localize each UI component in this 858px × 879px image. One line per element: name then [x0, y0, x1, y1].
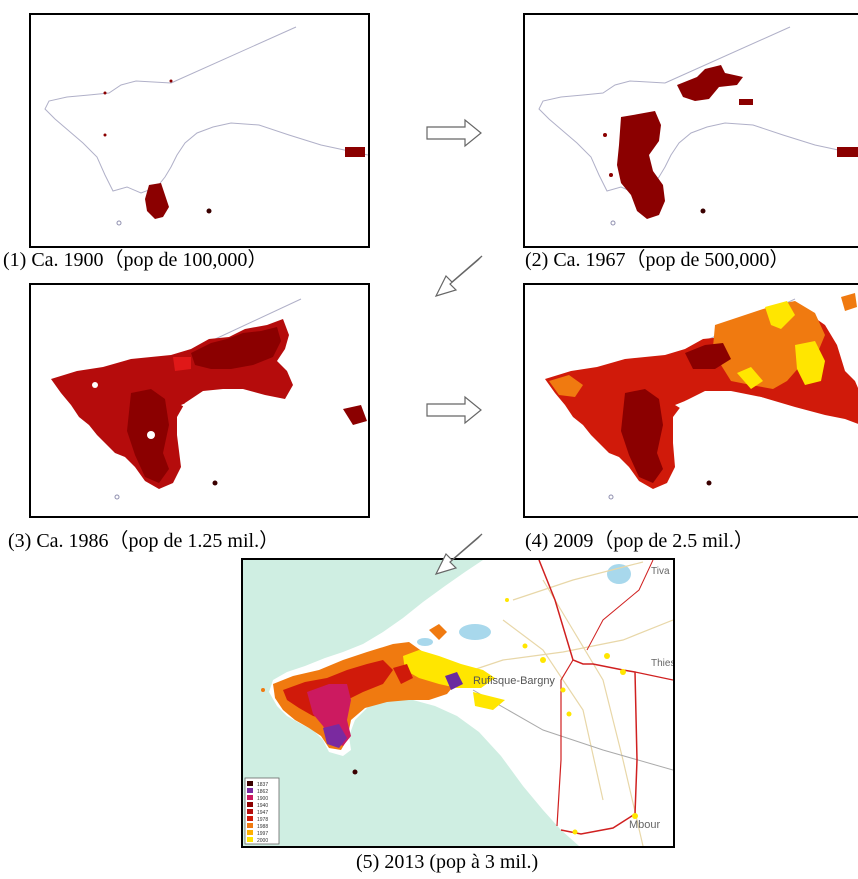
legend-label: 1947: [257, 810, 268, 816]
place-label-thies: Thies: [651, 658, 673, 669]
map-2013: Rufisque-Bargny Thies Tiva Mbour 1837186…: [243, 560, 673, 846]
legend-swatch: [247, 795, 253, 800]
map-1967: [538, 26, 858, 226]
place-label-rufisque: Rufisque-Bargny: [473, 675, 555, 687]
place-label-tiva: Tiva: [651, 566, 670, 577]
legend-swatch: [247, 823, 253, 828]
caption-panel-1: (1) Ca. 1900（pop de 100,000）: [3, 249, 268, 271]
map-panel-1967: [523, 13, 858, 248]
legend-swatch: [247, 802, 253, 807]
legend-swatch: [247, 809, 253, 814]
place-label-mbour: Mbour: [629, 819, 661, 831]
map-panel-2013: Rufisque-Bargny Thies Tiva Mbour 1837186…: [241, 558, 675, 848]
caption-panel-4: (4) 2009（pop de 2.5 mil.）: [525, 530, 754, 552]
caption-panel-5: (5) 2013 (pop à 3 mil.): [356, 851, 539, 873]
map-panel-1900: [29, 13, 370, 248]
legend-label: 1837: [257, 782, 268, 788]
legend-label: 1978: [257, 817, 268, 823]
caption-panel-2: (2) Ca. 1967（pop de 500,000）: [525, 249, 790, 271]
legend-swatch: [247, 830, 253, 835]
legend-swatch: [247, 788, 253, 793]
map-panel-2009: [523, 283, 858, 518]
arrow-down-left-icon: [434, 255, 483, 297]
legend-label: 1940: [257, 803, 268, 809]
legend-swatch: [247, 781, 253, 786]
map-2009: [545, 293, 858, 500]
map-1900: [44, 26, 368, 226]
legend-label: 1988: [257, 824, 268, 830]
caption-panel-3: (3) Ca. 1986（pop de 1.25 mil.）: [8, 530, 280, 552]
map-panel-1986: [29, 283, 370, 518]
legend-swatch: [247, 837, 253, 842]
legend-label: 1900: [257, 796, 268, 802]
arrow-right-icon: [426, 395, 482, 425]
map-1986: [51, 298, 367, 500]
legend-swatch: [247, 816, 253, 821]
arrow-down-left-icon: [434, 533, 483, 575]
legend-label: 1997: [257, 831, 268, 837]
legend-label: 1862: [257, 789, 268, 795]
arrow-right-icon: [426, 118, 482, 148]
legend-label: 2000: [257, 838, 268, 844]
